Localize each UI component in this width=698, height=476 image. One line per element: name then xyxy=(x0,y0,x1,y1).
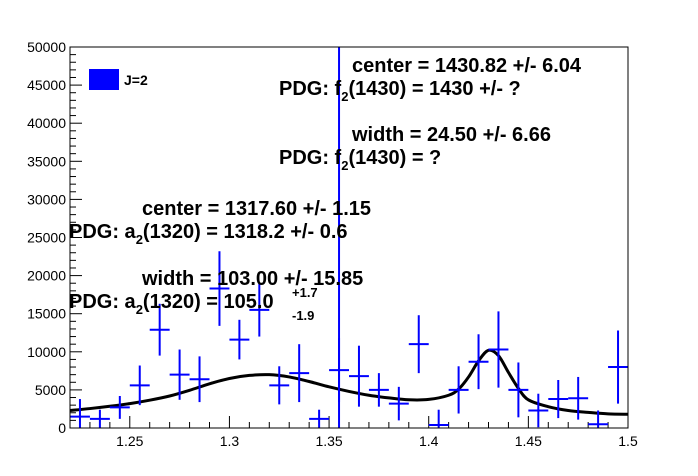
f2-pdg-center-suffix: (1430) = 1430 +/- ? xyxy=(348,78,520,100)
a2-pdg-width-lower-error: -1.9 xyxy=(292,308,314,323)
data-point xyxy=(568,376,589,420)
data-point xyxy=(249,283,270,337)
data-point xyxy=(388,386,409,421)
f2-pdg-width-text: PDG: f2(1430) = ? xyxy=(279,147,441,173)
x-tick-label: 1.3 xyxy=(220,433,240,449)
a2-pdg-width-prefix: PDG: a xyxy=(69,291,137,313)
a2-pdg-center-suffix: (1320) = 1318.2 +/- 0.6 xyxy=(143,221,348,243)
axes: 0 5000 10000 15000 20000 25000 30000 35000 40000… xyxy=(27,39,638,449)
data-point xyxy=(608,330,628,404)
y-tick-label: 20000 xyxy=(27,268,66,284)
a2-width-text: width = 103.00 +/- 15.85 xyxy=(141,268,363,290)
f2-center-text: center = 1430.82 +/- 6.04 xyxy=(352,55,582,77)
f2-pdg-center-subscript: 2 xyxy=(341,89,348,104)
data-point xyxy=(448,366,469,414)
a2-pdg-center-prefix: PDG: a xyxy=(69,221,137,243)
y-tick-label: 15000 xyxy=(27,306,66,322)
a2-pdg-width-text: PDG: a2(1320) = 105.0 xyxy=(69,291,274,317)
a2-pdg-width-suffix: (1320) = 105.0 xyxy=(143,291,274,313)
y-tick-label: 35000 xyxy=(27,153,66,169)
data-point xyxy=(368,373,389,407)
data-point xyxy=(169,349,190,400)
legend: J=2 xyxy=(89,69,148,90)
a2-pdg-width-upper-error: +1.7 xyxy=(292,285,318,300)
fit-curve-group xyxy=(69,348,629,416)
f2-pdg-width-prefix: PDG: f xyxy=(279,147,342,169)
data-point xyxy=(408,315,429,374)
legend-swatch-j2 xyxy=(89,69,119,90)
data-point xyxy=(289,344,310,403)
data-point xyxy=(229,319,250,360)
x-tick-label: 1.5 xyxy=(618,433,638,449)
y-tick-label: 10000 xyxy=(27,344,66,360)
data-point xyxy=(528,393,549,428)
a2-pdg-width-subscript: 2 xyxy=(136,302,143,317)
f2-pdg-width-subscript: 2 xyxy=(341,158,348,173)
data-point xyxy=(468,334,489,390)
data-point xyxy=(349,345,369,407)
f2-pdg-center-text: PDG: f2(1430) = 1430 +/- ? xyxy=(279,78,521,104)
x-tick-label: 1.45 xyxy=(515,433,542,449)
f2-pdg-center-prefix: PDG: f xyxy=(279,78,342,100)
y-tick-label: 45000 xyxy=(27,77,66,93)
f2-pdg-width-suffix: (1430) = ? xyxy=(348,147,441,169)
y-tick-label: 5000 xyxy=(35,382,66,398)
data-point xyxy=(508,362,529,418)
x-tick-label: 1.25 xyxy=(116,433,143,449)
data-point xyxy=(149,303,170,356)
a2-fit-annotations: center = 1317.60 +/- 1.15 PDG: a2(1320) … xyxy=(69,198,371,323)
f2-fit-annotations: center = 1430.82 +/- 6.04 PDG: f2(1430) … xyxy=(279,55,582,173)
data-point xyxy=(109,395,130,419)
data-point xyxy=(129,365,150,406)
y-tick-label: 0 xyxy=(58,420,66,436)
fit-curve xyxy=(69,348,629,416)
data-point xyxy=(588,410,609,428)
a2-pdg-center-text: PDG: a2(1320) = 1318.2 +/- 0.6 xyxy=(69,221,348,247)
data-point xyxy=(309,409,330,428)
data-point xyxy=(209,251,230,326)
legend-label-j2: J=2 xyxy=(124,72,148,88)
plot-frame xyxy=(69,46,629,429)
data-point xyxy=(269,366,290,405)
a2-center-text: center = 1317.60 +/- 1.15 xyxy=(142,198,371,220)
y-tick-label: 50000 xyxy=(27,39,66,55)
y-tick-label: 30000 xyxy=(27,191,66,207)
x-tick-label: 1.35 xyxy=(315,433,342,449)
data-point xyxy=(89,409,110,428)
a2-pdg-center-subscript: 2 xyxy=(136,232,143,247)
data-point xyxy=(70,399,90,428)
data-point xyxy=(488,311,509,388)
x-tick-label: 1.4 xyxy=(419,433,439,449)
data-point xyxy=(189,356,210,403)
f2-width-text: width = 24.50 +/- 6.66 xyxy=(351,124,551,146)
data-point xyxy=(428,409,449,428)
data-point xyxy=(548,379,569,419)
y-tick-label: 25000 xyxy=(27,230,66,246)
y-tick-label: 40000 xyxy=(27,115,66,131)
